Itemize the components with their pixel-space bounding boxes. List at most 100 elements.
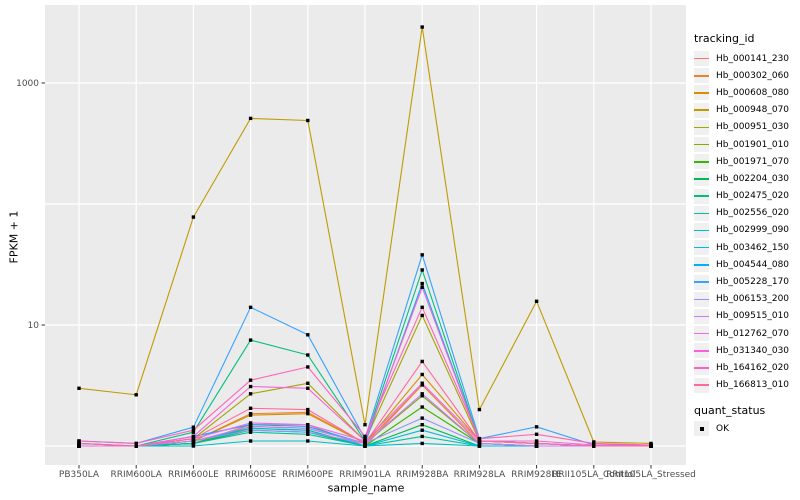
- legend-key: [694, 291, 709, 307]
- data-point: [363, 439, 367, 443]
- data-point: [534, 444, 539, 448]
- legend-label: Hb_002556_020: [716, 208, 790, 219]
- data-point: [306, 432, 310, 436]
- data-point: [248, 424, 253, 429]
- legend-label: Hb_003462_150: [716, 242, 790, 253]
- data-point: [363, 436, 367, 441]
- data-point: [420, 268, 424, 272]
- data-point: [420, 394, 424, 398]
- quant-ok-label: OK: [716, 423, 729, 434]
- data-point: [363, 441, 367, 446]
- x-tick-label: RRIM600SE: [225, 470, 277, 480]
- legend-label: Hb_002204_030: [716, 173, 790, 184]
- data-point: [191, 428, 196, 432]
- data-point: [77, 441, 81, 446]
- legend-key: [694, 85, 709, 101]
- legend-key-line-icon: [694, 57, 709, 60]
- legend-label: Hb_002475_020: [716, 191, 790, 202]
- legend-label: Hb_000302_060: [716, 70, 790, 81]
- data-point: [306, 407, 310, 412]
- legend-label: Hb_004544_080: [716, 259, 790, 270]
- legend-key-line-icon: [694, 195, 709, 197]
- legend-key: [694, 205, 709, 221]
- legend-entry-Hb_002999_090: Hb_002999_090: [694, 222, 789, 239]
- legend-key: [694, 343, 709, 359]
- legend-label: Hb_000951_030: [716, 122, 790, 133]
- legend-key: [694, 360, 709, 376]
- legend-entry-Hb_001901_010: Hb_001901_010: [694, 136, 789, 153]
- legend-entry-Hb_000141_230: Hb_000141_230: [694, 50, 789, 67]
- legend-entry-Hb_005228_170: Hb_005228_170: [694, 273, 789, 290]
- legend-key-line-icon: [694, 143, 709, 146]
- data-point: [534, 432, 539, 436]
- data-point: [420, 285, 424, 289]
- data-point: [477, 444, 482, 448]
- legend-key: [694, 326, 709, 342]
- data-point: [191, 425, 196, 429]
- legend-entry-Hb_012762_070: Hb_012762_070: [694, 325, 789, 342]
- legend-key-line-icon: [694, 178, 709, 180]
- data-point: [191, 434, 196, 439]
- data-point: [420, 25, 424, 29]
- x-tick-label: RRIM600LE: [168, 470, 219, 480]
- data-point: [191, 444, 196, 448]
- legend-label: Hb_164162_020: [716, 362, 790, 373]
- legend-entry-Hb_000951_030: Hb_000951_030: [694, 119, 789, 136]
- data-point: [420, 359, 424, 364]
- data-point: [248, 384, 253, 389]
- legend-label: Hb_000608_080: [716, 87, 790, 98]
- data-point: [420, 392, 424, 396]
- x-tick-label: RRIM901LA: [339, 470, 391, 480]
- legend-label: Hb_001901_010: [716, 139, 790, 150]
- x-tick-label: RRII105LA_Stressed: [606, 470, 696, 480]
- legend-key: [694, 377, 709, 393]
- legend-entry-Hb_003462_150: Hb_003462_150: [694, 239, 789, 256]
- tracking-id-legend-title: tracking_id: [694, 32, 755, 45]
- data-point: [363, 444, 367, 448]
- legend-entry-Hb_000302_060: Hb_000302_060: [694, 67, 789, 84]
- data-point: [191, 215, 196, 219]
- data-point: [77, 386, 81, 390]
- data-point: [420, 422, 424, 427]
- legend-key-line-icon: [694, 367, 709, 369]
- data-point: [248, 426, 253, 431]
- legend-entry-Hb_000948_070: Hb_000948_070: [694, 102, 789, 119]
- data-point: [248, 338, 253, 342]
- legend-entry-Hb_001971_070: Hb_001971_070: [694, 153, 789, 170]
- data-point: [248, 378, 253, 382]
- data-point: [534, 299, 539, 303]
- legend-entry-Hb_166813_010: Hb_166813_010: [694, 377, 789, 394]
- data-point: [420, 441, 424, 446]
- legend-entry-Hb_000608_080: Hb_000608_080: [694, 84, 789, 101]
- legend-key-line-icon: [694, 384, 709, 386]
- quant-status-legend-title: quant_status: [694, 404, 766, 417]
- legend-key: [694, 240, 709, 256]
- data-point: [420, 428, 424, 432]
- quant-status-legend-entry: OK: [694, 420, 729, 437]
- data-point: [248, 413, 253, 417]
- data-point: [191, 441, 196, 446]
- data-point: [248, 422, 253, 427]
- x-tick-label: RRIM600PE: [282, 470, 334, 480]
- legend-key-line-icon: [694, 298, 709, 301]
- legend-key-line-icon: [694, 109, 709, 111]
- legend-label: Hb_166813_010: [716, 380, 790, 391]
- data-point: [191, 439, 196, 443]
- data-point: [420, 434, 424, 439]
- data-point: [534, 441, 539, 446]
- data-point: [248, 428, 253, 432]
- data-point: [592, 444, 596, 448]
- data-point: [534, 425, 539, 429]
- legend-key: [694, 188, 709, 204]
- x-tick-label: RRII105LA_Control: [552, 470, 635, 480]
- legend-key-line-icon: [694, 350, 709, 352]
- data-point: [306, 386, 310, 390]
- x-tick-label: RRIM928LA: [454, 470, 506, 480]
- data-point: [592, 441, 596, 446]
- data-point: [363, 422, 367, 427]
- legend-key-line-icon: [694, 161, 709, 163]
- data-point: [134, 441, 138, 446]
- tracking-id-legend: Hb_000141_230 Hb_000302_060 Hb_000608_080 H…: [694, 50, 789, 394]
